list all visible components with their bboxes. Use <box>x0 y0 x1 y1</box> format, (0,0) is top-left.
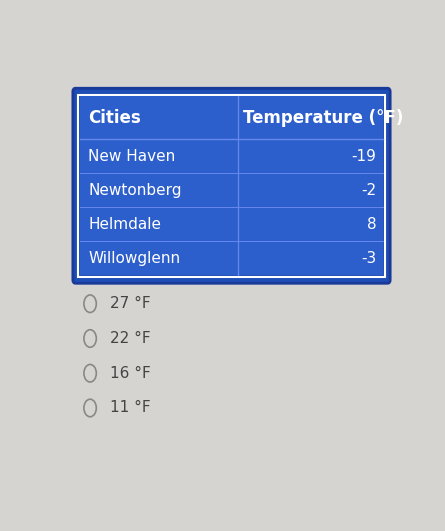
Text: 16 °F: 16 °F <box>110 366 151 381</box>
Text: -19: -19 <box>352 149 376 164</box>
Text: Newtonberg: Newtonberg <box>89 183 182 198</box>
Text: New Haven: New Haven <box>89 149 176 164</box>
Text: 8: 8 <box>367 217 376 232</box>
Bar <box>80 241 383 275</box>
Bar <box>80 173 383 207</box>
Text: Cities: Cities <box>89 109 141 127</box>
Bar <box>80 207 383 241</box>
Bar <box>80 139 383 173</box>
Text: 22 °F: 22 °F <box>110 331 151 346</box>
Text: -3: -3 <box>361 251 376 266</box>
Text: Temperature (°F): Temperature (°F) <box>243 109 403 127</box>
Text: 27 °F: 27 °F <box>110 296 151 311</box>
Text: Helmdale: Helmdale <box>89 217 162 232</box>
Bar <box>80 97 383 139</box>
Text: Willowglenn: Willowglenn <box>89 251 181 266</box>
Text: -2: -2 <box>361 183 376 198</box>
Text: 11 °F: 11 °F <box>110 400 151 415</box>
FancyBboxPatch shape <box>73 88 390 283</box>
